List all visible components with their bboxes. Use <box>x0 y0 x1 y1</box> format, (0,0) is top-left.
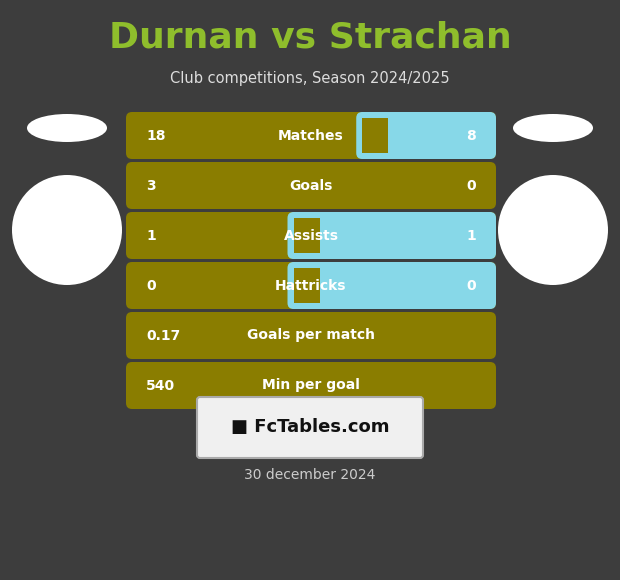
FancyBboxPatch shape <box>126 162 496 209</box>
Bar <box>293 268 320 303</box>
Text: Durnan vs Strachan: Durnan vs Strachan <box>108 21 511 55</box>
FancyBboxPatch shape <box>126 112 496 159</box>
FancyBboxPatch shape <box>356 112 496 159</box>
Text: Goals per match: Goals per match <box>247 328 375 343</box>
Circle shape <box>12 175 122 285</box>
FancyBboxPatch shape <box>126 262 496 309</box>
Text: ■ FcTables.com: ■ FcTables.com <box>231 419 389 437</box>
Text: 18: 18 <box>146 129 166 143</box>
Text: Min per goal: Min per goal <box>262 379 360 393</box>
Text: Matches: Matches <box>278 129 344 143</box>
FancyBboxPatch shape <box>126 212 496 259</box>
Text: Goals: Goals <box>290 179 333 193</box>
FancyBboxPatch shape <box>126 312 496 359</box>
Circle shape <box>498 175 608 285</box>
Text: Assists: Assists <box>283 229 339 242</box>
FancyBboxPatch shape <box>197 397 423 458</box>
FancyBboxPatch shape <box>126 362 496 409</box>
Text: 30 december 2024: 30 december 2024 <box>244 468 376 482</box>
Bar <box>362 118 389 153</box>
Text: 0.17: 0.17 <box>146 328 180 343</box>
Text: 8: 8 <box>466 129 476 143</box>
FancyBboxPatch shape <box>288 212 496 259</box>
Text: 0: 0 <box>466 278 476 292</box>
Text: Club competitions, Season 2024/2025: Club competitions, Season 2024/2025 <box>170 71 450 85</box>
Ellipse shape <box>27 114 107 142</box>
Text: 0: 0 <box>146 278 156 292</box>
Bar <box>293 218 320 253</box>
Text: 3: 3 <box>146 179 156 193</box>
Text: 1: 1 <box>146 229 156 242</box>
Ellipse shape <box>513 114 593 142</box>
Text: Hattricks: Hattricks <box>275 278 347 292</box>
Text: 540: 540 <box>146 379 175 393</box>
Text: 1: 1 <box>466 229 476 242</box>
FancyBboxPatch shape <box>288 262 496 309</box>
Text: 0: 0 <box>466 179 476 193</box>
